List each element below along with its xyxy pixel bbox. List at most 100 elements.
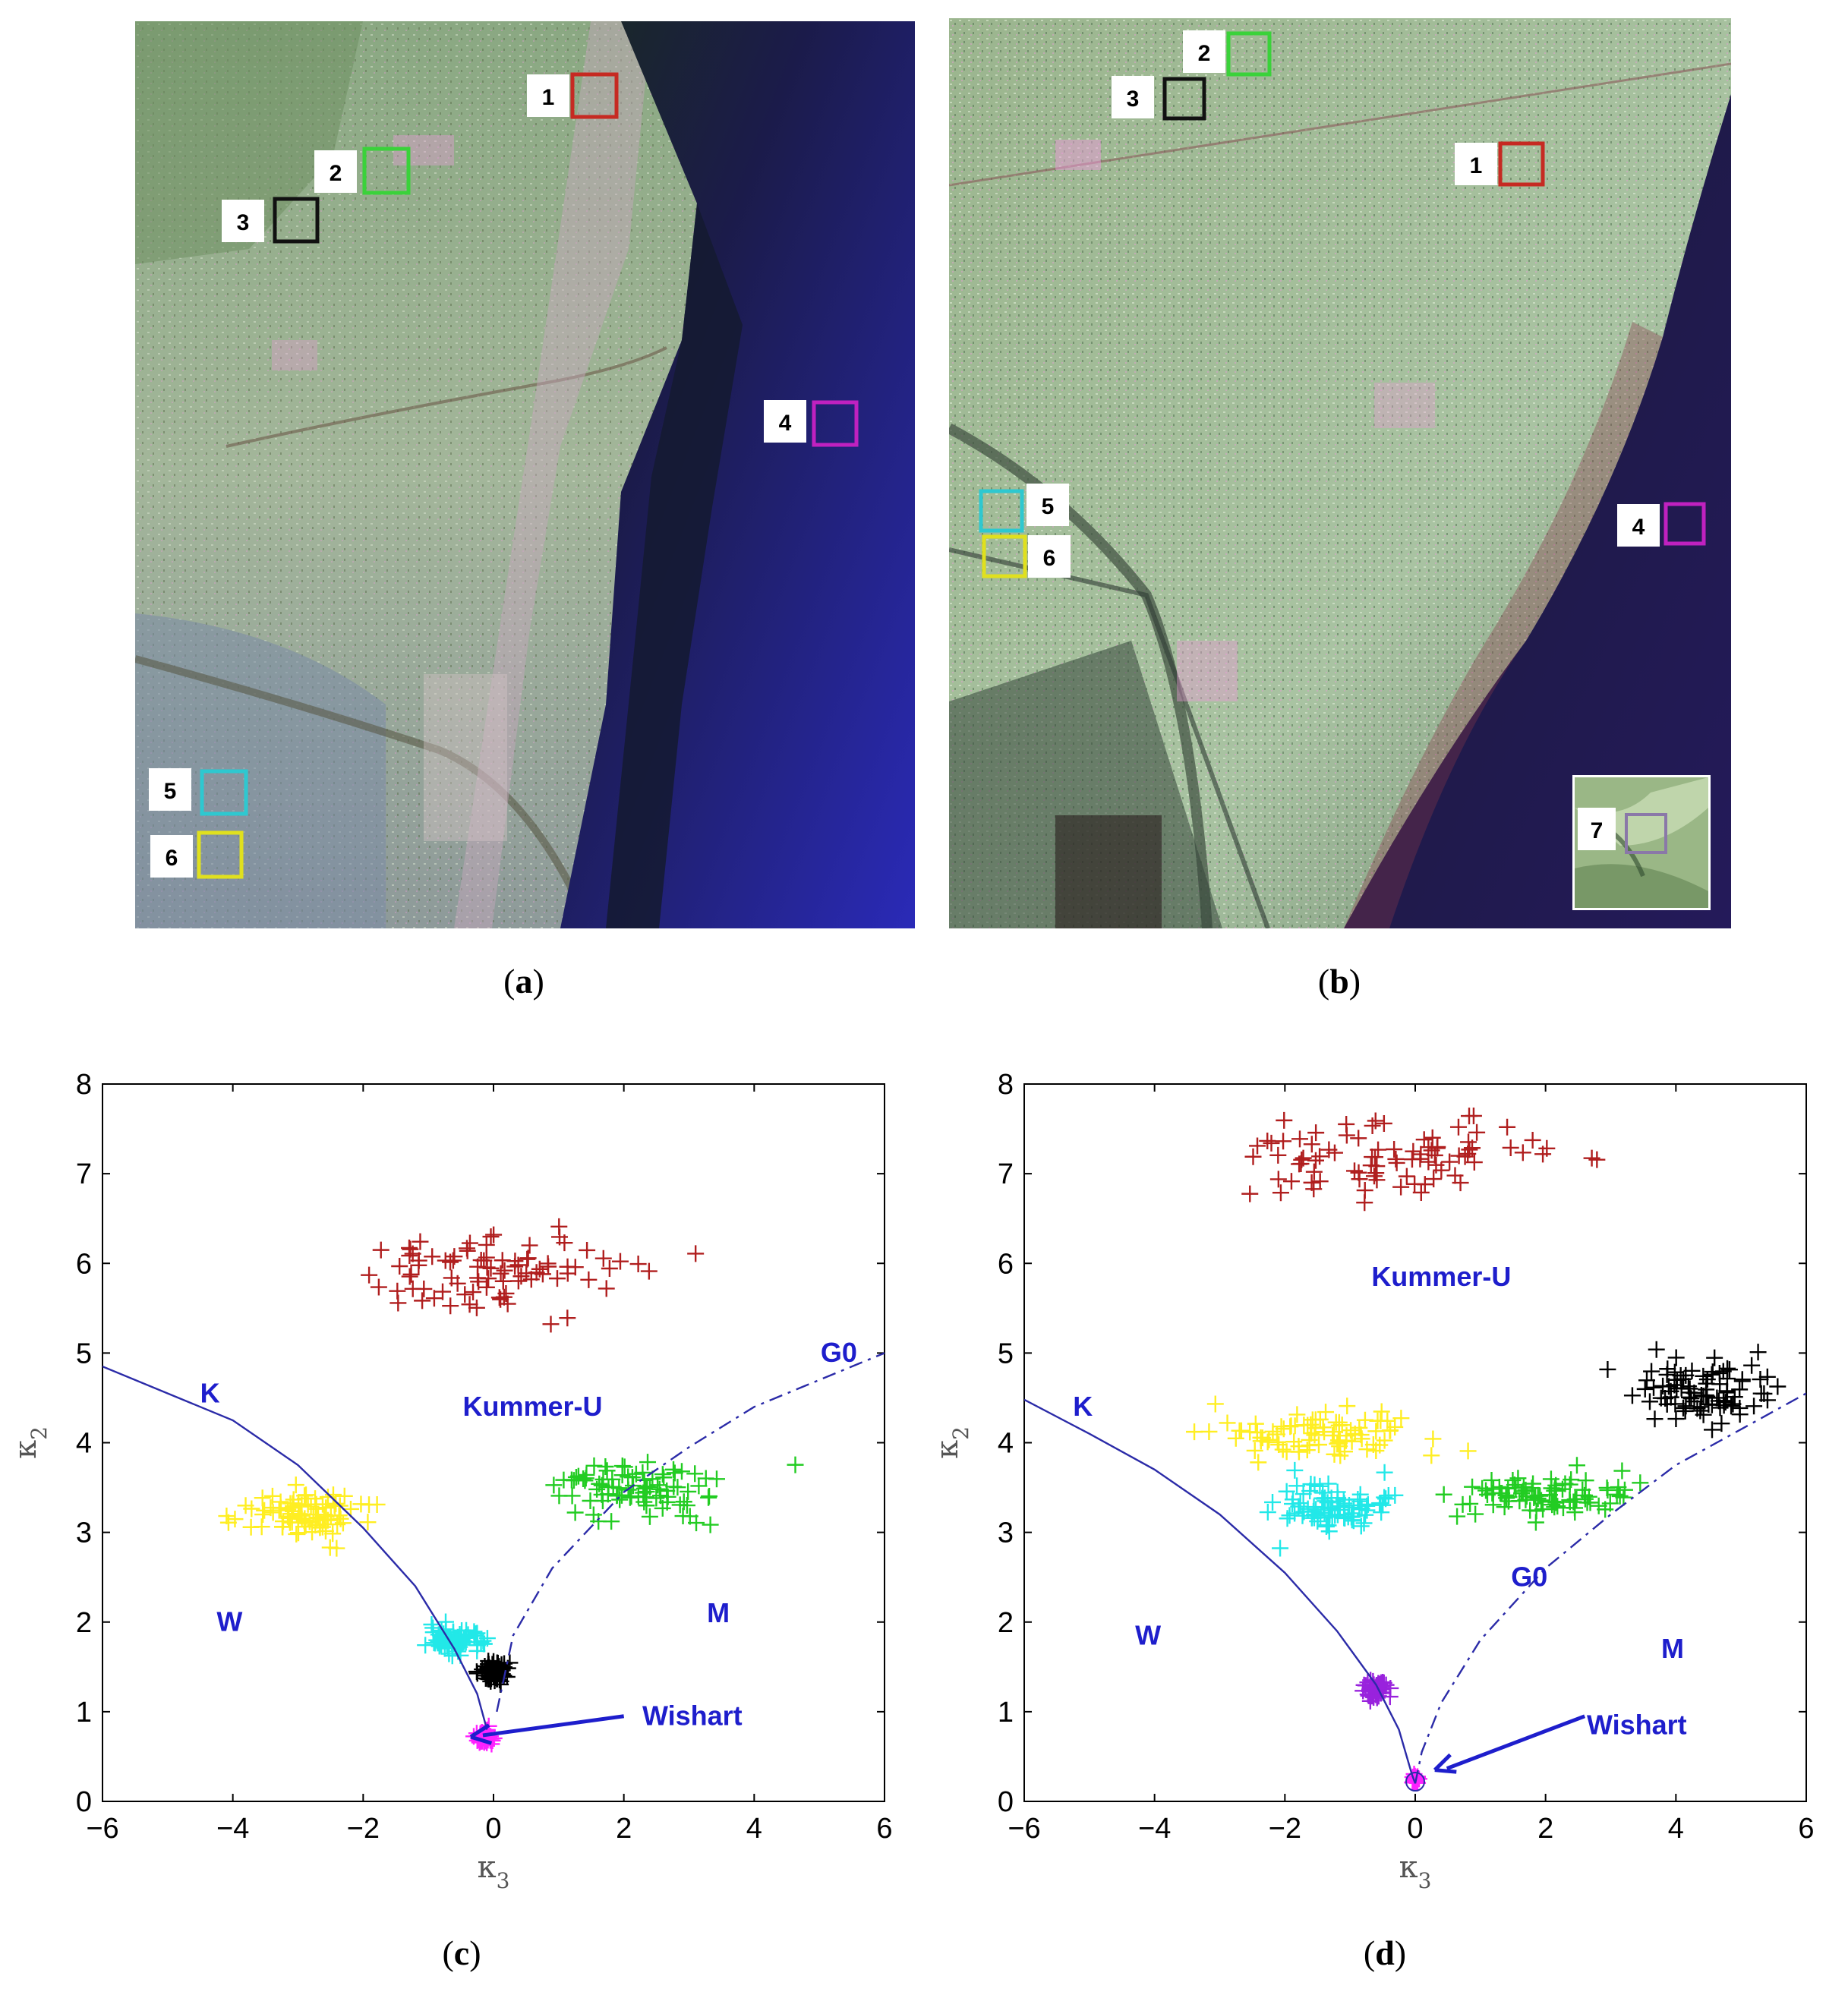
y-tick-label: 5 bbox=[998, 1338, 1014, 1369]
plot-area bbox=[102, 1218, 885, 1753]
data-point-region-1 bbox=[1465, 1107, 1482, 1124]
data-point-region-2 bbox=[680, 1483, 697, 1500]
data-point-region-1 bbox=[1441, 1153, 1459, 1171]
wishart-arrow-head bbox=[1433, 1753, 1457, 1774]
data-point-region-3 bbox=[1718, 1384, 1736, 1401]
data-point-region-3 bbox=[1689, 1400, 1706, 1417]
data-point-region-6 bbox=[1303, 1425, 1320, 1442]
region-markers-a: 1 2 3 4 5 6 bbox=[149, 72, 859, 879]
data-point-region-3 bbox=[1700, 1395, 1717, 1413]
svg-text:7: 7 bbox=[1591, 818, 1604, 843]
data-point-region-6 bbox=[324, 1525, 342, 1543]
data-point-region-5 bbox=[423, 1615, 440, 1633]
data-point-region-1 bbox=[496, 1262, 513, 1279]
data-point-region-1 bbox=[534, 1265, 551, 1283]
data-point-region-6 bbox=[285, 1502, 302, 1520]
data-point-region-3 bbox=[1704, 1421, 1721, 1439]
curve-label: W bbox=[216, 1606, 242, 1637]
data-point-region-1 bbox=[1538, 1139, 1556, 1157]
data-point-region-6 bbox=[368, 1495, 386, 1513]
data-point-region-5 bbox=[433, 1621, 450, 1639]
data-point-region-6 bbox=[1272, 1418, 1290, 1435]
data-point-region-2 bbox=[658, 1493, 676, 1511]
data-point-region-6 bbox=[270, 1502, 288, 1519]
data-point-region-6 bbox=[359, 1514, 377, 1531]
data-point-region-6 bbox=[1424, 1430, 1442, 1448]
data-point-region-1 bbox=[1387, 1150, 1405, 1168]
cluster-region-3 bbox=[1599, 1341, 1787, 1439]
data-point-region-1 bbox=[629, 1256, 647, 1273]
y-tick-label: 7 bbox=[998, 1158, 1014, 1190]
data-point-region-6 bbox=[253, 1518, 270, 1536]
data-point-region-1 bbox=[425, 1290, 443, 1307]
data-point-region-3 bbox=[1752, 1371, 1769, 1388]
y-tick-label: 0 bbox=[76, 1786, 92, 1818]
data-point-region-2 bbox=[1599, 1481, 1616, 1498]
region-6-marker-b: 6 bbox=[982, 534, 1071, 578]
data-point-region-5 bbox=[1344, 1508, 1361, 1525]
data-point-region-5 bbox=[1386, 1486, 1404, 1504]
data-point-region-1 bbox=[1356, 1194, 1373, 1212]
data-point-region-1 bbox=[521, 1237, 538, 1254]
g0-distribution-curve bbox=[496, 1352, 885, 1713]
data-point-region-3 bbox=[1698, 1371, 1716, 1388]
data-point-region-2 bbox=[1556, 1475, 1574, 1492]
region-5-marker-a: 5 bbox=[149, 768, 248, 816]
sar-image-a-graphic bbox=[135, 21, 915, 928]
data-point-region-1 bbox=[551, 1228, 569, 1246]
data-point-region-1 bbox=[1411, 1150, 1429, 1168]
data-point-region-1 bbox=[1588, 1151, 1606, 1168]
curve-label: Wishart bbox=[1587, 1709, 1687, 1740]
data-point-region-2 bbox=[594, 1470, 612, 1488]
data-point-region-6 bbox=[263, 1487, 281, 1505]
wishart-arrow-head bbox=[469, 1723, 493, 1745]
data-point-region-1 bbox=[580, 1271, 598, 1288]
data-point-region-2 bbox=[604, 1478, 622, 1495]
data-point-region-6 bbox=[1304, 1411, 1321, 1429]
caption-d-letter: d bbox=[1375, 1933, 1395, 1972]
data-point-region-5 bbox=[1279, 1510, 1296, 1527]
data-point-region-1 bbox=[1416, 1176, 1433, 1193]
y-tick-label: 6 bbox=[76, 1248, 92, 1280]
data-point-region-6 bbox=[1259, 1433, 1276, 1451]
data-point-region-1 bbox=[1241, 1185, 1259, 1202]
curve-label: M bbox=[707, 1597, 730, 1628]
x-tick-label: 6 bbox=[876, 1813, 892, 1845]
data-point-region-3 bbox=[1743, 1357, 1761, 1374]
data-point-region-3 bbox=[1749, 1344, 1767, 1361]
data-point-region-2 bbox=[651, 1487, 669, 1505]
data-point-region-1 bbox=[1524, 1131, 1541, 1149]
data-point-region-1 bbox=[1350, 1130, 1367, 1147]
data-point-region-6 bbox=[1459, 1442, 1477, 1460]
data-point-region-5 bbox=[1299, 1500, 1317, 1517]
data-point-region-2 bbox=[686, 1465, 704, 1483]
data-point-region-1 bbox=[1367, 1149, 1384, 1166]
data-point-region-2 bbox=[1615, 1489, 1632, 1506]
wishart-arrow bbox=[1446, 1714, 1586, 1770]
region-6-marker-a: 6 bbox=[150, 830, 244, 879]
data-point-region-6 bbox=[1382, 1422, 1399, 1439]
data-point-region-3 bbox=[1692, 1402, 1709, 1420]
data-point-region-1 bbox=[598, 1280, 615, 1297]
data-point-region-1 bbox=[1272, 1184, 1289, 1202]
region-7-marker-b: 7 bbox=[1578, 808, 1667, 854]
data-point-region-6 bbox=[218, 1508, 235, 1525]
data-point-region-5 bbox=[424, 1619, 442, 1637]
data-point-region-1 bbox=[1244, 1148, 1262, 1165]
data-point-region-5 bbox=[1329, 1489, 1347, 1507]
data-point-region-2 bbox=[1511, 1492, 1528, 1510]
data-point-region-6 bbox=[1186, 1423, 1203, 1441]
data-point-region-1 bbox=[1269, 1146, 1287, 1164]
data-point-region-3 bbox=[1724, 1395, 1742, 1413]
data-point-region-6 bbox=[1231, 1422, 1248, 1439]
data-point-region-2 bbox=[1601, 1495, 1619, 1512]
y-tick-label: 2 bbox=[76, 1607, 92, 1639]
y-tick-label: 0 bbox=[998, 1786, 1014, 1818]
data-point-region-5 bbox=[1353, 1500, 1370, 1517]
y-tick-label: 4 bbox=[76, 1428, 92, 1460]
data-point-region-5 bbox=[1259, 1504, 1276, 1521]
data-point-region-6 bbox=[1274, 1441, 1291, 1458]
data-point-region-1 bbox=[1405, 1142, 1422, 1160]
data-point-region-1 bbox=[443, 1269, 460, 1287]
data-point-region-1 bbox=[1367, 1112, 1384, 1130]
